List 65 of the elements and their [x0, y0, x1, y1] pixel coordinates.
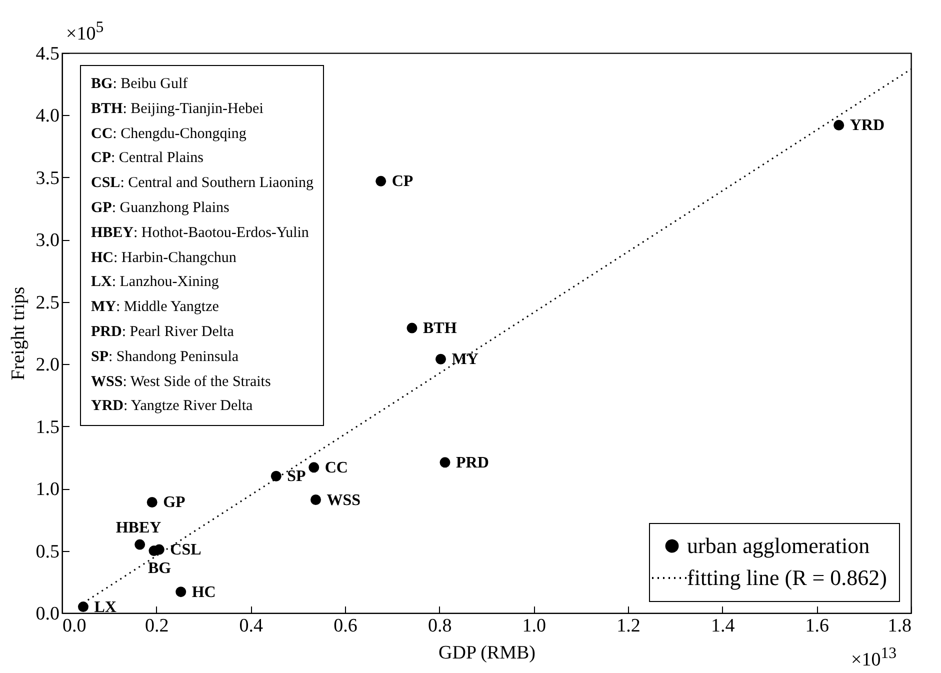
annotation: CSL: [170, 542, 202, 559]
x-tick-label: 1.4: [710, 616, 736, 636]
annotation: WSS: West Side of the Straits: [91, 372, 272, 392]
y-tick-label: 1.0: [36, 479, 60, 500]
annotation: SP: [287, 468, 306, 486]
annotation: BTH: [422, 320, 458, 338]
point: [436, 354, 446, 364]
point: [440, 457, 450, 468]
point: [308, 462, 320, 473]
x-tick-label: 0.4: [239, 616, 264, 636]
annotation: PRD: [456, 454, 489, 472]
y-tick-label: 0.5: [36, 541, 60, 562]
x-tick-label: 0.8: [428, 616, 452, 636]
annotation: HC: Harbin-Changchun: [91, 248, 238, 268]
y-tick-label: 3.5: [36, 168, 60, 189]
text: ×10$^{5}$: [66, 19, 104, 46]
y-tick-label: 4.5: [36, 44, 60, 64]
x-axis-title: GDP (RMB): [438, 642, 536, 664]
y-tick-label: 3.0: [36, 230, 60, 252]
text: ×10$^{13}$: [851, 645, 897, 672]
y-tick-label: 2.0: [36, 354, 60, 376]
annotation: GP: [163, 494, 186, 512]
y-axis-title: Freight trips: [8, 286, 29, 380]
annotation: SP: Shandong Peninsula: [91, 348, 240, 367]
annotation: HBEY: Hothot-Baotou-Erdos-Yulin: [91, 224, 310, 243]
annotation: HBEY: [116, 520, 162, 537]
y-tick-label: 4.0: [36, 106, 60, 127]
x-tick-label: 1.8: [888, 616, 912, 636]
point: [176, 586, 186, 598]
x-tick-label: 0.0: [62, 616, 86, 636]
legend-label: urban agglomeration: [687, 533, 870, 558]
annotation: CP: [392, 173, 414, 190]
x-tick-label: 0.6: [334, 616, 358, 636]
x-tick-label: 0.2: [144, 616, 169, 636]
annotation: MY: Middle Yangtze: [91, 298, 220, 318]
x-tick-label: 1.0: [522, 616, 546, 636]
annotation: BTH: Beijing-Tianjin-Hebei: [91, 100, 264, 119]
annotation: GP: Guanzhong Plains: [91, 198, 230, 218]
annotation: LX: Lanzhou-Xining: [91, 273, 220, 292]
point: [270, 470, 282, 482]
annotation: PRD: Pearl River Delta: [91, 322, 235, 342]
annotation: MY: [452, 351, 479, 368]
y-tick-label: 2.5: [36, 292, 60, 314]
point: [146, 497, 158, 508]
point: [834, 120, 844, 130]
legend-label: fitting line (R = 0.862): [687, 565, 887, 590]
annotation: HC: [192, 584, 216, 601]
annotation: BG: [148, 560, 172, 577]
annotation: BG: Beibu Gulf: [91, 75, 189, 94]
annotation: YRD: Yangtze River Delta: [91, 397, 254, 416]
annotation: WSS: [326, 492, 361, 509]
annotation: CP: Central Plains: [91, 149, 204, 168]
point: [310, 494, 321, 505]
annotation: CC: Chengdu-Chongqing: [91, 124, 248, 144]
x-tick-label: 1.6: [805, 616, 830, 636]
y-tick-label: 1.5: [36, 416, 60, 438]
point: [406, 322, 418, 334]
annotation: LX: [94, 598, 117, 616]
annotation: CSL: Central and Southern Liaoning: [91, 174, 314, 194]
annotation: CC: [324, 459, 348, 476]
x-tick-label: 1.2: [616, 616, 640, 636]
point: [134, 539, 146, 550]
point: [376, 176, 386, 186]
point: [78, 602, 88, 612]
annotation: YRD: [850, 117, 885, 134]
